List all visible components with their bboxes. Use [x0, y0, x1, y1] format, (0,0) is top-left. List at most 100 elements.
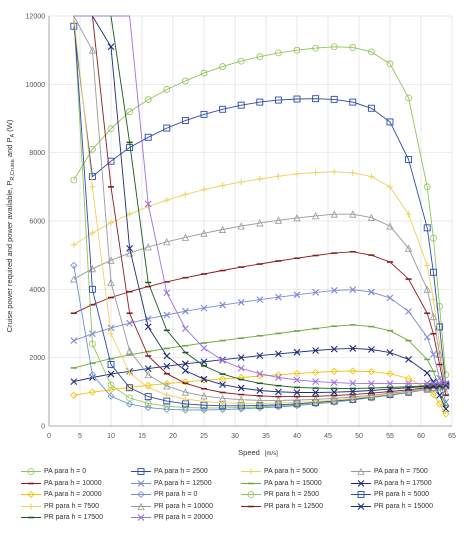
data-point	[200, 344, 208, 352]
data-point	[237, 373, 245, 382]
data-point	[386, 60, 394, 68]
data-point	[107, 361, 115, 368]
legend-swatch-marker	[137, 502, 145, 510]
data-point	[256, 98, 264, 106]
series-3	[70, 168, 449, 392]
y-axis-label: Cruise power required and power availabl…	[5, 119, 16, 332]
data-point	[218, 394, 227, 402]
data-point	[70, 261, 78, 269]
legend-swatch	[241, 505, 261, 508]
data-point	[126, 384, 134, 392]
legend-swatch	[241, 491, 261, 499]
series-14	[73, 15, 450, 404]
data-point	[423, 224, 431, 232]
legend-swatch-marker	[27, 468, 35, 476]
data-point	[436, 400, 444, 408]
data-point	[423, 183, 431, 191]
data-point	[70, 391, 78, 399]
data-point	[349, 98, 357, 106]
data-point	[163, 402, 171, 410]
legend: PA para h = 0 PA para h = 2500 PA para h =…	[20, 466, 460, 524]
legend-swatch-marker	[27, 491, 35, 499]
data-point	[218, 225, 227, 233]
data-point	[404, 387, 413, 395]
data-point	[107, 381, 115, 389]
data-point	[89, 183, 96, 190]
legend-item: PR para h = 15000	[350, 502, 460, 511]
data-point	[107, 392, 115, 400]
x-tick-label: 30	[231, 433, 239, 440]
data-point	[405, 380, 412, 388]
data-point	[330, 43, 338, 51]
data-point	[200, 406, 208, 414]
legend-swatch-marker	[28, 503, 34, 510]
data-point	[219, 381, 226, 389]
data-point	[181, 404, 189, 411]
data-point	[182, 396, 189, 403]
data-point	[237, 298, 245, 306]
y-tick-label: 4000	[29, 287, 45, 294]
data-point	[256, 296, 264, 303]
data-point	[386, 389, 394, 397]
data-point	[144, 400, 152, 407]
data-point	[330, 345, 338, 353]
data-point	[367, 391, 376, 399]
legend-label: PR para h = 0	[154, 491, 198, 499]
legend-label: PR para h = 20000	[154, 514, 213, 522]
data-point	[312, 289, 319, 296]
legend-item: PR para h = 12500	[240, 502, 350, 511]
data-point	[275, 350, 282, 358]
legend-swatch-marker	[357, 491, 365, 499]
legend-swatch	[351, 479, 371, 487]
legend-swatch	[351, 491, 371, 499]
series-18	[73, 15, 450, 388]
legend-label: PR para h = 5000	[374, 491, 430, 499]
data-point	[436, 303, 444, 310]
data-point	[349, 286, 357, 294]
legend-item: PA para h = 15000	[240, 479, 350, 488]
data-point	[163, 382, 171, 390]
data-point	[181, 406, 189, 414]
series-4	[70, 210, 450, 396]
legend-swatch	[241, 468, 261, 475]
data-point	[423, 333, 431, 341]
legend-item: PA para h = 7500	[350, 467, 460, 476]
legend-item: PA para h = 2500	[130, 467, 240, 476]
data-point	[442, 410, 450, 418]
data-point	[404, 244, 413, 252]
data-point	[144, 365, 152, 372]
data-point	[256, 396, 264, 404]
legend-item: PR para h = 17500	[20, 513, 130, 522]
data-point	[429, 234, 437, 242]
data-point	[368, 173, 375, 180]
legend-label: PA para h = 10000	[44, 479, 102, 487]
data-point	[429, 391, 437, 399]
x-tick-label: 15	[138, 433, 146, 440]
data-point	[144, 370, 152, 379]
data-point	[70, 337, 78, 344]
legend-swatch-marker	[137, 468, 145, 476]
x-axis-label: Speed [m/s]	[238, 448, 278, 457]
legend-row: PA para h = 10000 PA para h = 12500 PA par…	[20, 478, 460, 490]
data-point	[294, 170, 300, 177]
data-point	[275, 374, 282, 381]
legend-label: PA para h = 0	[44, 468, 87, 476]
legend-swatch	[21, 482, 41, 485]
legend-swatch	[131, 468, 151, 476]
data-point	[237, 395, 245, 404]
y-tick-label: 8000	[29, 150, 45, 157]
x-tick-label: 45	[324, 433, 332, 440]
data-point	[367, 368, 375, 376]
x-tick-label: 50	[355, 433, 363, 440]
data-point	[330, 210, 338, 218]
data-point	[200, 69, 208, 77]
data-point	[70, 378, 78, 385]
data-point	[238, 400, 245, 407]
data-point	[88, 371, 96, 379]
data-point	[330, 379, 338, 386]
x-tick-label: 60	[417, 433, 425, 440]
data-point	[330, 95, 338, 103]
series-line	[73, 213, 447, 392]
data-point	[182, 191, 189, 198]
data-point	[275, 388, 282, 396]
